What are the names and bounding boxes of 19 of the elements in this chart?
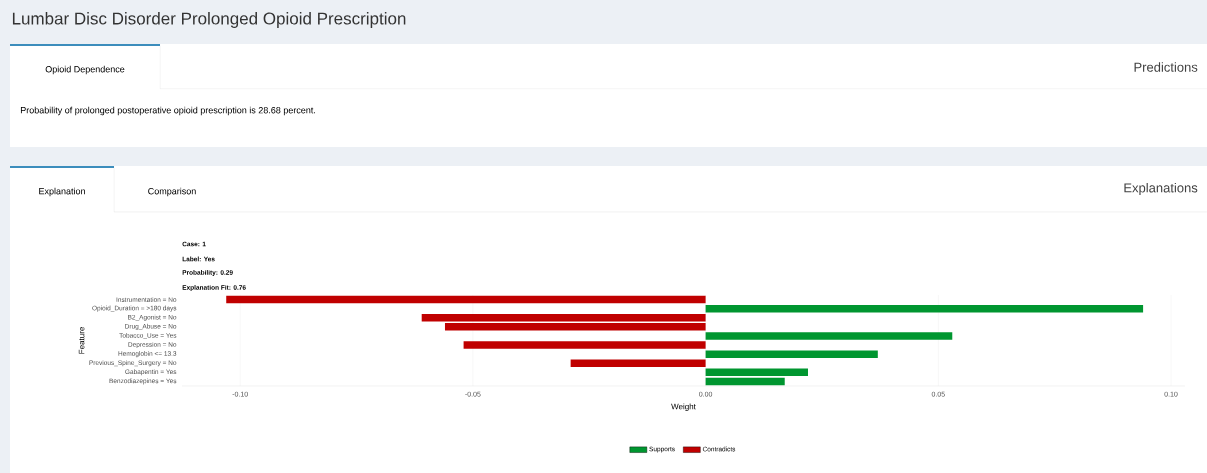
text: Explanation [39,187,85,197]
bar [705,377,785,386]
text: Predictions [1134,62,1198,72]
text: Explanations [1124,182,1198,196]
chart-title: Lumbar Disc Disorder Prolonged Opioid Prescription [12,12,406,28]
bar [705,304,1144,313]
text: Comparison [148,187,196,197]
x-axis-title: Weight [671,403,696,411]
bar [570,359,706,367]
bar [444,323,706,331]
bar [463,341,706,349]
text: Probability of prolonged postoperative opioid prescription is 28.68 percent. [20,106,316,116]
bar [705,332,953,340]
bar [421,313,706,322]
y-axis-title: Feature [78,327,85,354]
bar [705,368,808,377]
bar [705,350,878,358]
bar [226,295,706,304]
text: Opioid Dependence [45,65,125,75]
